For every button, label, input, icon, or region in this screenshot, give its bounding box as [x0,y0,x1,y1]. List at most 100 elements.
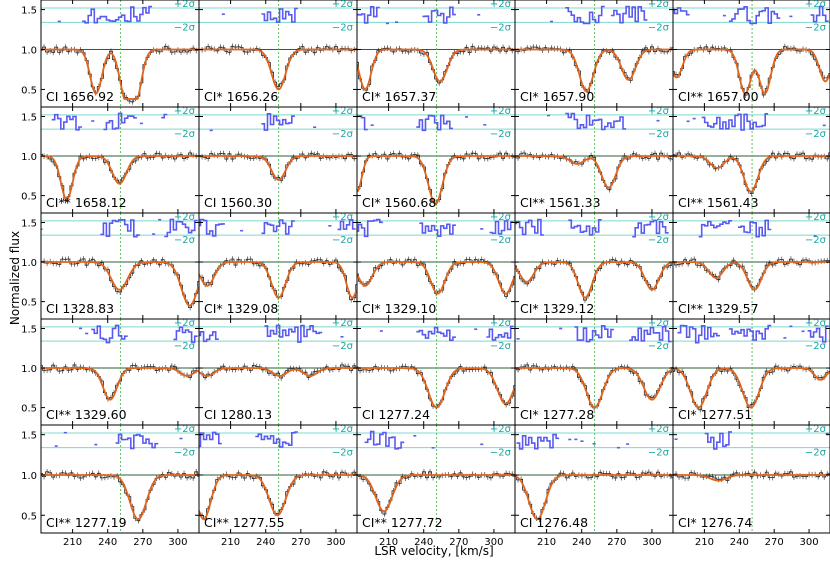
panel: +2σ −2σ CI 1560.30 [198,106,358,214]
sigma-lower-label: −2σ [332,22,354,33]
panel-plot-area [199,319,357,425]
model-fit-line [357,261,515,295]
x-tick-label: 210 [379,537,398,548]
residual-segment [677,324,720,344]
sigma-upper-label: +2σ [490,424,512,435]
transition-label: CI** 1277.72 [362,515,443,530]
x-tick-label: 300 [326,537,345,548]
residual-segment [115,433,159,450]
y-tick-label: 1.0 [21,152,37,163]
panel: +2σ −2σ CI** 1561.43 [672,106,830,214]
model-fit-line [357,155,515,205]
y-tick-label: 0.5 [21,404,37,415]
x-tick-label: 240 [572,537,591,548]
sigma-lower-label: −2σ [490,341,512,352]
panel: 0.5 1.0 1.5 +2σ −2σ CI 1656.92 [21,0,200,108]
sigma-lower-label: −2σ [332,448,354,459]
sigma-lower-label: −2σ [805,235,827,246]
observed-flux-step [673,152,830,194]
x-tick-label: 270 [291,537,310,548]
transition-label: CI* 1277.28 [520,407,594,422]
sigma-lower-label: −2σ [805,448,827,459]
model-fit-line [199,261,357,299]
residual-segment [489,220,514,235]
residual-segment [610,5,648,24]
y-tick-label: 0.5 [21,192,37,203]
panel: +2σ −2σ CI* 1656.26 [198,0,358,108]
sigma-lower-label: −2σ [805,129,827,140]
panel-plot-area [41,213,199,319]
sigma-upper-label: +2σ [805,106,827,117]
residual-segment [199,331,219,343]
transition-label: CI** 1657.00 [678,89,759,104]
panel-plot-area [41,107,199,213]
transition-label: CI* 1657.90 [520,89,594,104]
residual-segment [337,219,356,231]
residual-segment [173,326,198,343]
panel: 0.5 1.0 1.5 +2σ −2σ CI 1328.83 [21,212,200,320]
model-fit-line [515,48,673,92]
sigma-upper-label: +2σ [174,0,196,10]
x-tick-label: 300 [800,537,819,548]
panel: 210 240 270 300 +2σ −2σ CI* 1276.74 [672,424,830,548]
x-tick-label: 210 [537,537,556,548]
sigma-upper-label: +2σ [174,212,196,223]
model-fit-line [515,474,673,521]
residual-segment [82,5,153,24]
y-tick-label: 1.5 [21,218,37,229]
sigma-lower-label: −2σ [490,129,512,140]
sigma-upper-label: +2σ [332,106,354,117]
x-tick-label: 240 [730,537,749,548]
y-tick-label: 1.0 [21,258,37,269]
x-tick-label: 270 [449,537,468,548]
model-fit-line [673,155,830,193]
transition-label: CI** 1658.12 [46,195,127,210]
sigma-upper-label: +2σ [332,424,354,435]
sigma-lower-label: −2σ [490,235,512,246]
x-tick-label: 300 [484,537,503,548]
error-bars [357,363,515,410]
y-tick-label: 1.5 [21,324,37,335]
residual-segment [738,219,772,238]
panel: +2σ −2σ CI* 1560.68 [356,106,516,214]
sigma-lower-label: −2σ [648,235,670,246]
model-fit-line [357,48,515,91]
panel-plot-area [673,425,830,533]
x-tick-label: 240 [98,537,117,548]
x-tick-label: 240 [256,537,275,548]
model-fit-line [41,155,199,201]
residual-segment [565,112,627,131]
y-axis-title: Normalized flux [8,231,22,325]
y-tick-label: 0.5 [21,298,37,309]
transition-label: CI** 1329.60 [46,407,127,422]
x-tick-label: 210 [63,537,82,548]
residual-segment [261,219,295,235]
residual-segment [422,6,456,24]
x-tick-label: 300 [642,537,661,548]
panel: 0.5 1.0 1.5 +2σ −2σ CI** 1658.12 [21,106,200,214]
panel: +2σ −2σ CI* 1277.51 [672,318,830,426]
panel: +2σ −2σ CI 1277.24 [356,318,516,426]
panel-plot-area [357,107,515,213]
model-fit-line [673,367,830,409]
panel-plot-area [41,0,199,107]
x-tick-label: 270 [133,537,152,548]
panel-plot-area [673,0,830,107]
model-fit-line [515,155,673,189]
sigma-upper-label: +2σ [174,424,196,435]
panel: +2σ −2σ CI* 1277.28 [514,318,674,426]
transition-label: CI** 1561.43 [678,195,759,210]
panel-plot-area [357,425,515,533]
sigma-lower-label: −2σ [174,235,196,246]
x-tick-label: 270 [607,537,626,548]
transition-label: CI 1656.92 [46,89,114,104]
panel: +2σ −2σ CI* 1329.10 [356,212,516,320]
residual-segment [574,325,614,343]
sigma-upper-label: +2σ [332,318,354,329]
model-fit-line [673,48,830,95]
panel-plot-area [515,107,673,213]
residual-segment [515,218,544,236]
sigma-lower-label: −2σ [648,341,670,352]
sigma-lower-label: −2σ [174,22,196,33]
transition-label: CI* 1276.74 [678,515,752,530]
